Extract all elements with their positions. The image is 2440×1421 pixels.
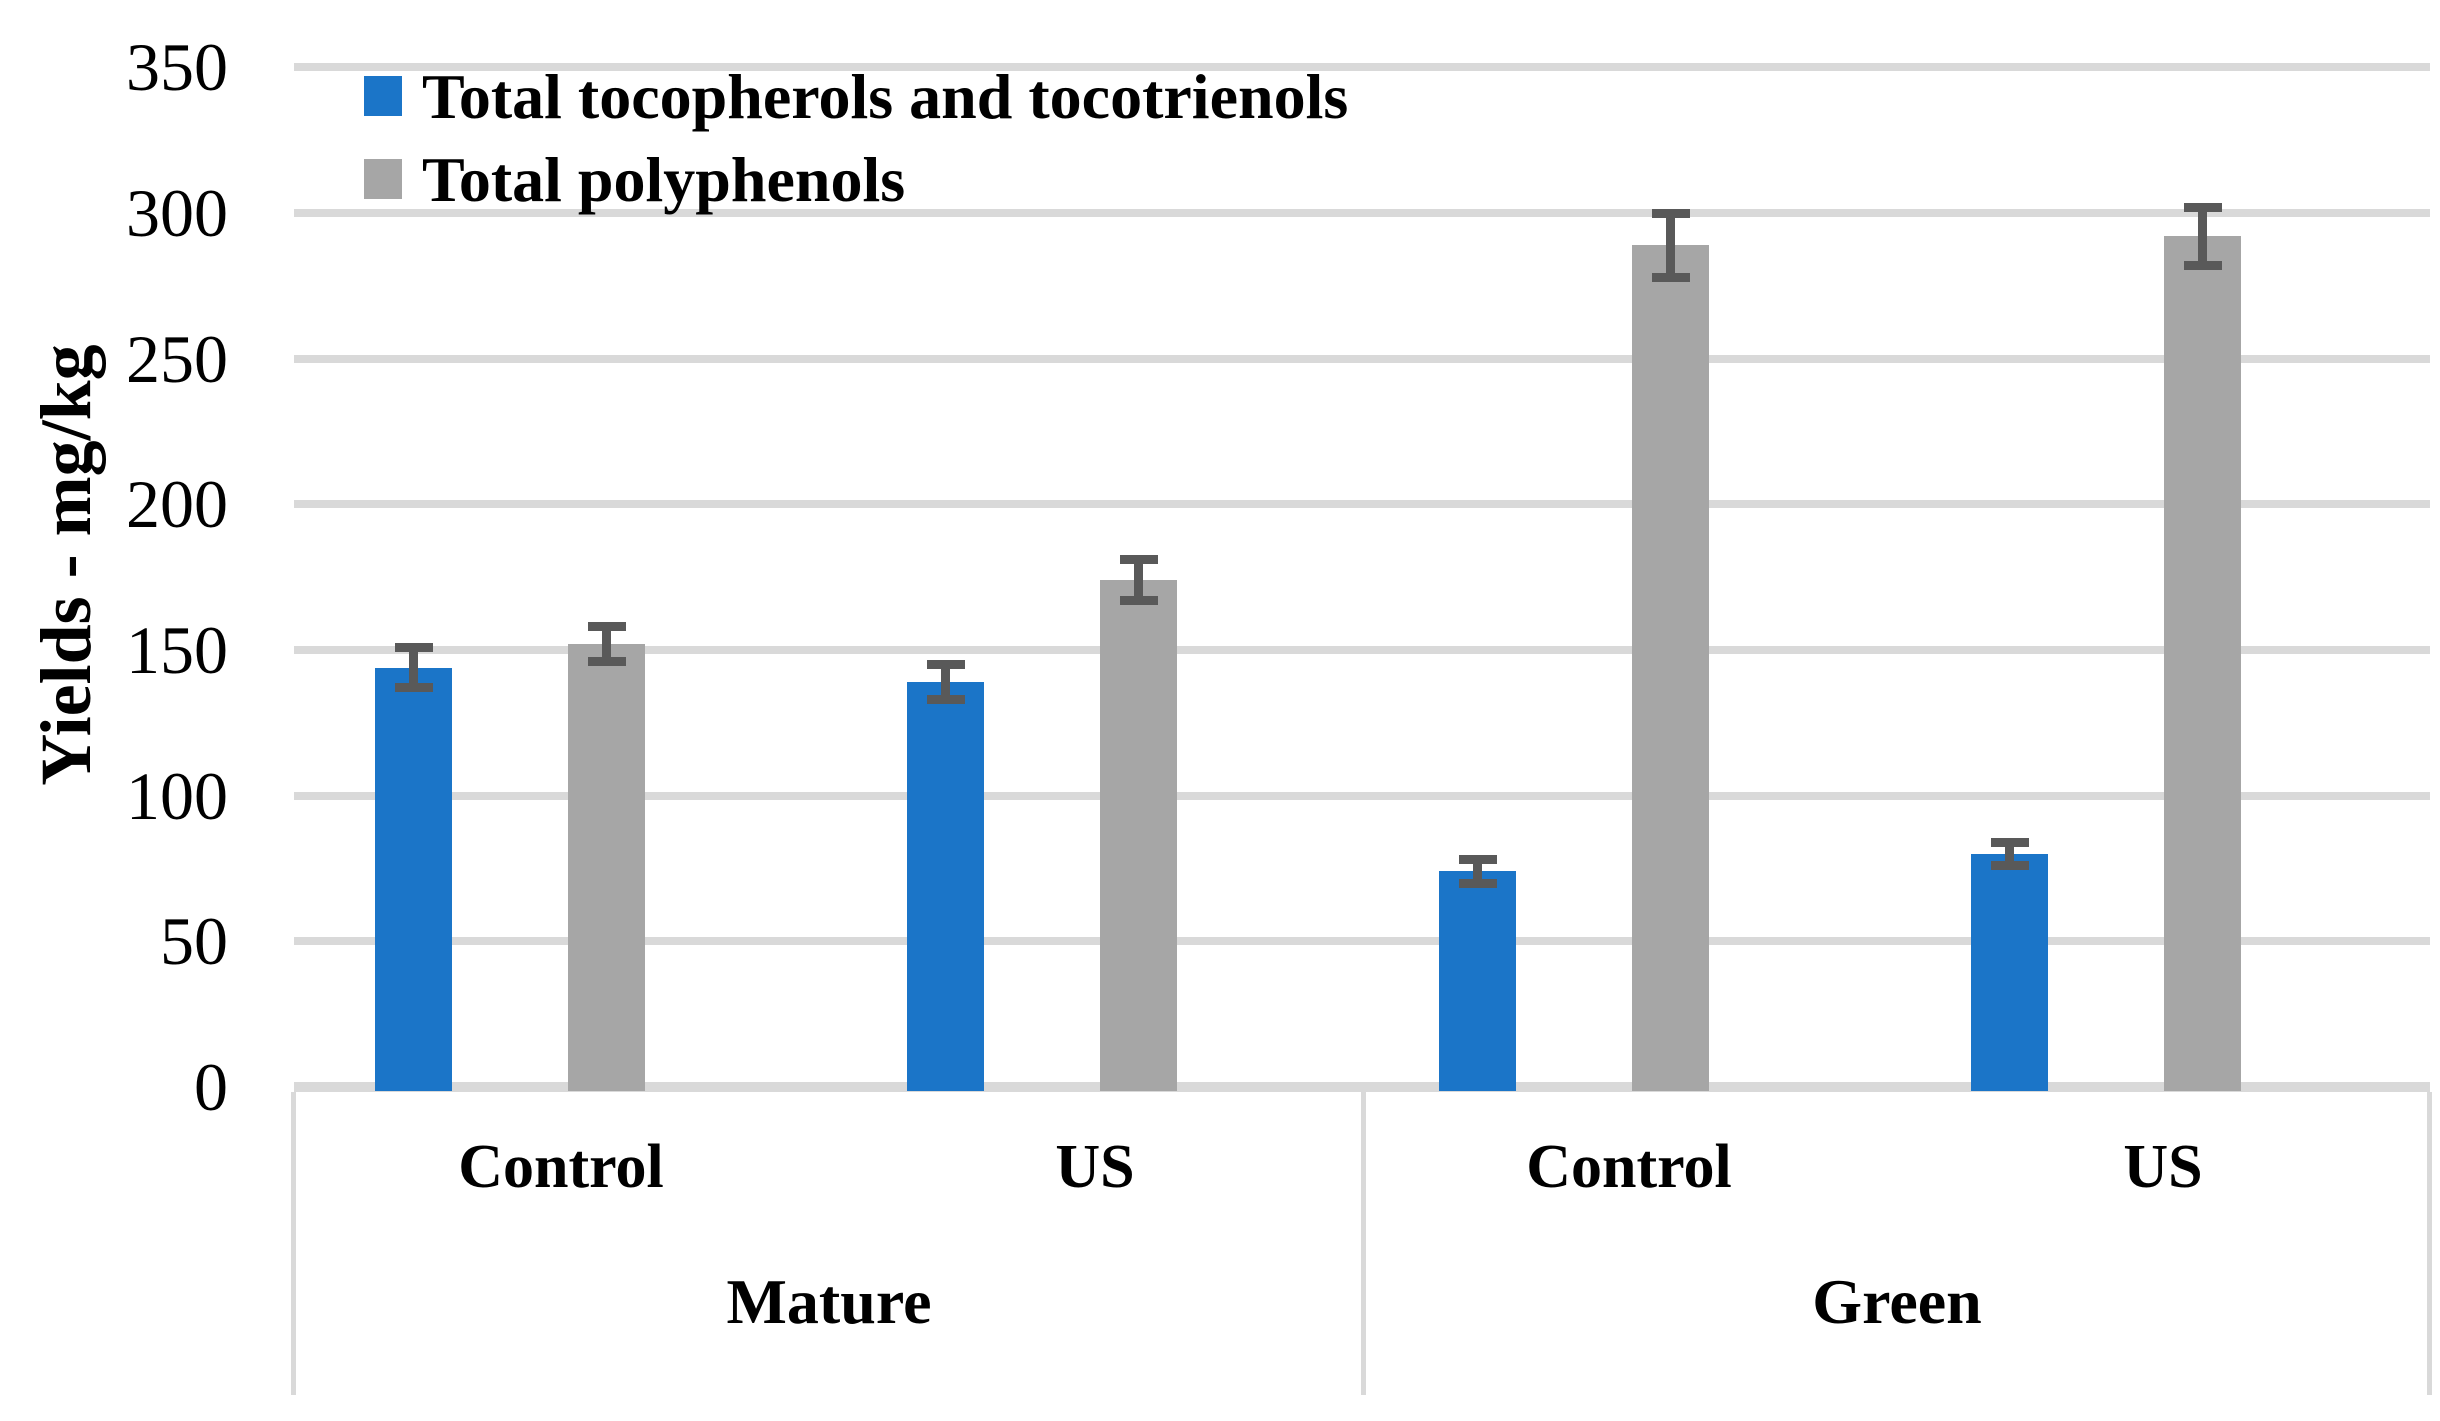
y-tick-label: 100 xyxy=(126,757,228,834)
group-label-green: Green xyxy=(1812,1266,1982,1337)
axis-group-separator xyxy=(1361,1092,1366,1395)
error-bar-top-cap xyxy=(1458,855,1497,865)
bar-green-control-series1 xyxy=(1439,871,1516,1091)
y-tick-label: 250 xyxy=(126,320,228,397)
category-label-control: Control xyxy=(458,1133,664,1201)
error-bar xyxy=(1666,213,1675,278)
error-bar xyxy=(2005,842,2014,866)
error-bar-bottom-cap xyxy=(926,695,965,705)
bar-mature-control-series1 xyxy=(375,667,452,1091)
bar-mature-us-series2 xyxy=(1100,580,1177,1091)
error-bar xyxy=(602,626,611,662)
gridline xyxy=(294,937,2430,946)
bar-green-us-series1 xyxy=(1971,853,2048,1091)
error-bar-top-cap xyxy=(2183,202,2222,212)
axis-group-separator xyxy=(2427,1092,2432,1395)
error-bar xyxy=(1473,859,1482,884)
legend-swatch-icon xyxy=(364,159,402,199)
gridline xyxy=(294,354,2430,363)
error-bar-bottom-cap xyxy=(1651,272,1690,282)
gridline xyxy=(294,646,2430,655)
y-tick-label: 300 xyxy=(126,175,228,252)
error-bar-bottom-cap xyxy=(1458,878,1497,888)
error-bar-top-cap xyxy=(394,642,433,652)
error-bar xyxy=(941,664,950,700)
gridline xyxy=(294,791,2430,800)
error-bar-top-cap xyxy=(926,660,965,670)
category-label-us: US xyxy=(1055,1133,1135,1201)
bar-green-us-series2 xyxy=(2164,236,2241,1091)
axis-group-separator xyxy=(291,1092,296,1395)
error-bar-top-cap xyxy=(1119,555,1158,565)
error-bar-bottom-cap xyxy=(394,683,433,693)
error-bar-bottom-cap xyxy=(1990,861,2029,871)
error-bar-top-cap xyxy=(1651,208,1690,218)
group-label-mature: Mature xyxy=(726,1266,932,1337)
error-bar-top-cap xyxy=(587,622,626,632)
error-bar xyxy=(1134,559,1143,601)
bar-green-control-series2 xyxy=(1632,245,1709,1091)
error-bar-bottom-cap xyxy=(1119,596,1158,606)
error-bar-bottom-cap xyxy=(2183,261,2222,271)
error-bar xyxy=(409,647,418,688)
bar-mature-control-series2 xyxy=(568,644,645,1091)
y-tick-label: 150 xyxy=(126,612,228,689)
bar-mature-us-series1 xyxy=(907,682,984,1091)
gridline xyxy=(294,209,2430,218)
gridline xyxy=(294,500,2430,509)
legend-label: Total tocopherols and tocotrienols xyxy=(422,61,1349,132)
y-tick-label: 50 xyxy=(160,903,228,980)
x-axis-baseline xyxy=(294,1082,2430,1092)
category-label-us: US xyxy=(2123,1133,2203,1201)
gridline xyxy=(294,63,2430,72)
category-label-control: Control xyxy=(1526,1133,1732,1201)
error-bar xyxy=(2198,207,2207,266)
legend-swatch-icon xyxy=(364,76,402,116)
y-tick-label: 200 xyxy=(126,466,228,543)
error-bar-bottom-cap xyxy=(587,657,626,667)
error-bar-top-cap xyxy=(1990,837,2029,847)
y-tick-label: 350 xyxy=(126,29,228,106)
legend-label: Total polyphenols xyxy=(422,144,906,215)
y-tick-label: 0 xyxy=(194,1049,228,1125)
